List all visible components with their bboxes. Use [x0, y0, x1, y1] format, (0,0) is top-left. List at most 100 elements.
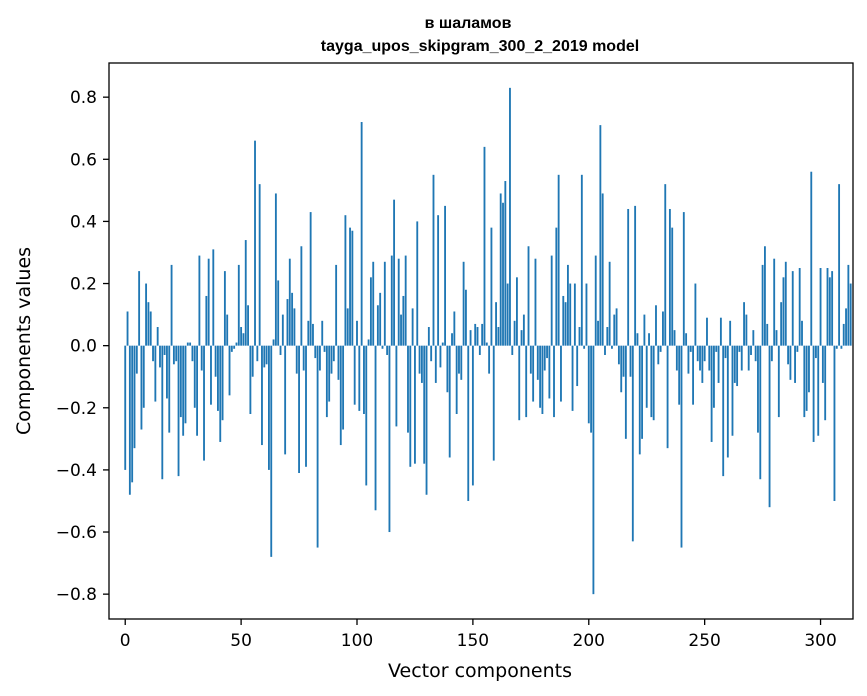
x-tick-label: 250 [688, 631, 720, 651]
bar [135, 345, 138, 374]
bar [831, 271, 834, 346]
bars-group [124, 87, 852, 595]
bar [312, 323, 314, 346]
bar [726, 345, 729, 458]
bar [446, 345, 449, 393]
bar [353, 345, 356, 405]
bar [833, 345, 836, 501]
bar [773, 258, 776, 346]
bar [722, 345, 725, 477]
bar [622, 345, 625, 377]
bar [495, 302, 497, 346]
bar [564, 302, 567, 346]
y-tick-label: −0.4 [56, 461, 97, 481]
bar [244, 240, 247, 346]
bar [471, 345, 474, 486]
bar [256, 345, 259, 362]
bar [738, 345, 741, 352]
bar [277, 280, 280, 346]
bar [814, 345, 817, 359]
y-tick-label: −0.2 [56, 399, 97, 419]
bar [757, 345, 759, 433]
bar [664, 184, 667, 346]
bar [186, 342, 189, 346]
bar [675, 345, 678, 371]
bar [321, 320, 324, 346]
y-tick-label: 0.8 [70, 88, 97, 108]
bar [156, 327, 159, 346]
bar [159, 345, 161, 368]
bar [161, 345, 164, 480]
bar [740, 345, 743, 371]
bar [138, 271, 141, 346]
bar [149, 311, 152, 346]
bar [631, 345, 634, 542]
bar [240, 327, 243, 346]
bar [374, 345, 377, 511]
bar [300, 246, 303, 346]
bar [499, 193, 502, 346]
bar [411, 308, 414, 346]
bar [845, 308, 847, 346]
bar [323, 345, 326, 352]
bar [668, 208, 671, 346]
bar [821, 345, 824, 383]
bar [437, 215, 440, 346]
bar [409, 345, 412, 467]
bar [142, 345, 145, 408]
bar [576, 345, 579, 387]
bar [701, 345, 704, 383]
bar [172, 345, 175, 365]
bar [189, 342, 192, 346]
bar [131, 345, 134, 483]
bar [541, 345, 544, 414]
bar [724, 345, 727, 359]
bar [193, 345, 196, 408]
bar [562, 295, 565, 346]
bar [205, 295, 208, 346]
bar [566, 264, 569, 346]
bar [184, 345, 187, 424]
bar [775, 330, 778, 346]
bar [492, 345, 495, 461]
bar [543, 345, 546, 371]
bar [288, 258, 291, 346]
bar [286, 299, 289, 346]
bar [198, 255, 201, 346]
bar [379, 292, 382, 346]
bar [154, 345, 157, 402]
bar [251, 345, 254, 377]
bar [571, 345, 574, 411]
bar [743, 302, 745, 346]
bar [699, 345, 701, 371]
bar [381, 345, 384, 349]
y-axis: −0.8 −0.6 −0.4 −0.2 0.0 0.2 0.4 0.6 0.8 [56, 88, 109, 605]
bar [427, 327, 430, 346]
bar [497, 327, 500, 346]
bar [434, 345, 437, 383]
bar [226, 314, 229, 346]
bar [782, 277, 785, 346]
bar [460, 345, 463, 380]
bar [369, 277, 372, 346]
bar [717, 345, 720, 383]
bar [764, 246, 766, 346]
bar [217, 345, 219, 411]
bar [812, 345, 815, 442]
x-tick-label: 100 [341, 631, 373, 651]
bar [692, 345, 694, 405]
bar [824, 345, 827, 421]
bar [715, 345, 718, 352]
bar [397, 258, 400, 346]
bar [228, 345, 231, 396]
bar [203, 345, 205, 461]
bar [196, 345, 198, 436]
bar [478, 345, 481, 355]
x-tick-label: 50 [230, 631, 252, 651]
bar [325, 345, 328, 418]
bar [258, 184, 261, 346]
bar [444, 205, 446, 346]
bar [548, 345, 551, 399]
bar [214, 345, 217, 377]
bar [671, 227, 674, 346]
